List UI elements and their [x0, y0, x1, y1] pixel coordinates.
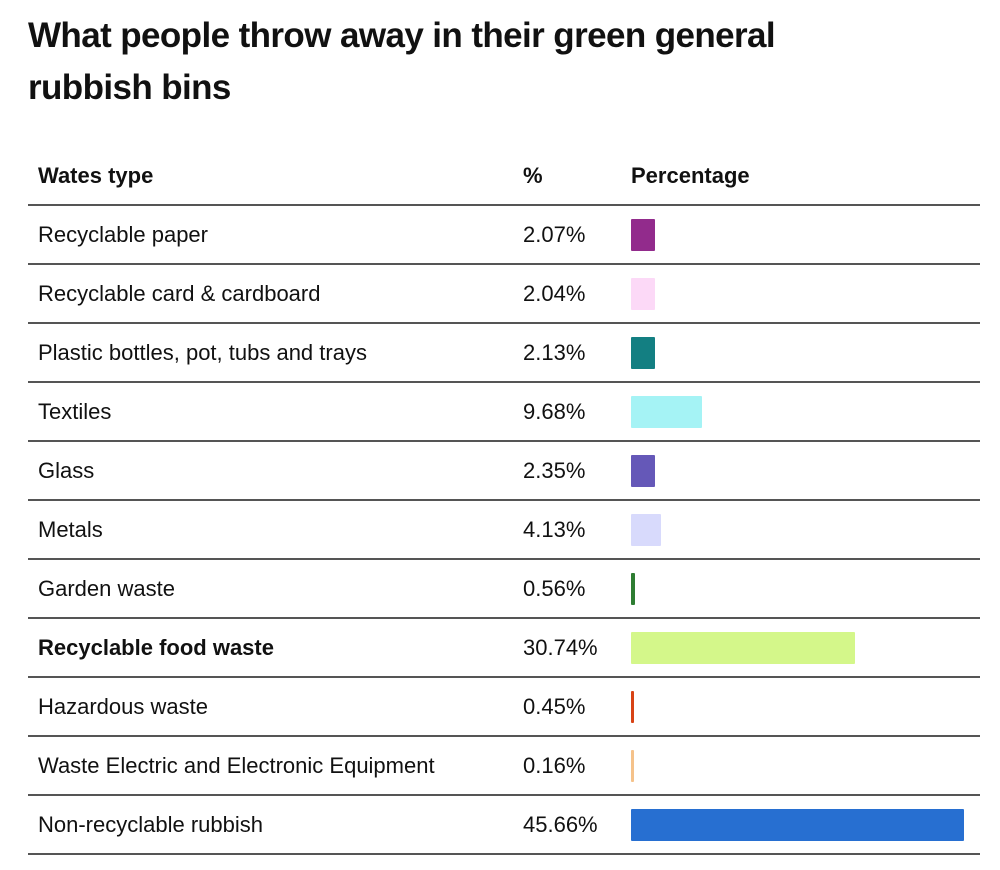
waste-type-label: Waste Electric and Electronic Equipment	[28, 736, 523, 796]
waste-type-label: Garden waste	[28, 559, 523, 619]
waste-type-label: Plastic bottles, pot, tubs and trays	[28, 323, 523, 383]
header-percentage-bar: Percentage	[631, 148, 980, 206]
table-row: Non-recyclable rubbish 45.66%	[28, 795, 980, 855]
percentage-bar-cell	[631, 500, 980, 560]
percentage-bar-cell	[631, 677, 980, 737]
waste-type-label: Non-recyclable rubbish	[28, 795, 523, 855]
percentage-bar-cell	[631, 205, 980, 265]
percent-value: 0.16%	[523, 736, 631, 796]
percentage-bar	[631, 277, 655, 310]
percentage-bar	[631, 513, 662, 546]
percent-value: 4.13%	[523, 500, 631, 560]
percentage-bar-cell	[631, 382, 980, 442]
percentage-bar-cell	[631, 795, 980, 855]
percent-value: 2.35%	[523, 441, 631, 501]
waste-table: Wates type % Percentage Recyclable paper…	[28, 148, 980, 855]
header-row: Wates type % Percentage	[28, 148, 980, 206]
header-percent: %	[523, 148, 631, 206]
waste-type-label: Recyclable paper	[28, 205, 523, 265]
table-row: Hazardous waste 0.45%	[28, 677, 980, 737]
percentage-bar-cell	[631, 264, 980, 324]
waste-type-label: Textiles	[28, 382, 523, 442]
waste-type-label: Hazardous waste	[28, 677, 523, 737]
percentage-bar	[631, 749, 634, 782]
waste-type-label: Recyclable card & cardboard	[28, 264, 523, 324]
percent-value: 45.66%	[523, 795, 631, 855]
percentage-bar-cell	[631, 323, 980, 383]
table-row: Garden waste 0.56%	[28, 559, 980, 619]
percentage-bar	[631, 336, 655, 369]
percentage-bar-cell	[631, 559, 980, 619]
percentage-bar	[631, 395, 702, 428]
percentage-bar	[631, 631, 856, 664]
percentage-bar-cell	[631, 618, 980, 678]
table-row: Metals 4.13%	[28, 500, 980, 560]
percentage-bar	[631, 572, 636, 605]
percent-value: 2.07%	[523, 205, 631, 265]
percent-value: 0.56%	[523, 559, 631, 619]
percentage-bar	[631, 218, 655, 251]
table-row: Recyclable food waste 30.74%	[28, 618, 980, 678]
table-row: Recyclable card & cardboard 2.04%	[28, 264, 980, 324]
header-waste-type: Wates type	[28, 148, 523, 206]
table-row: Waste Electric and Electronic Equipment 0…	[28, 736, 980, 796]
percent-value: 30.74%	[523, 618, 631, 678]
percentage-bar-cell	[631, 441, 980, 501]
percentage-bar	[631, 808, 964, 841]
chart-title: What people throw away in their green ge…	[28, 16, 776, 107]
table-row: Plastic bottles, pot, tubs and trays 2.13…	[28, 323, 980, 383]
percentage-bar-cell	[631, 736, 980, 796]
waste-type-label: Recyclable food waste	[28, 618, 523, 678]
percentage-bar	[631, 454, 655, 487]
table-row: Textiles 9.68%	[28, 382, 980, 442]
waste-type-label: Metals	[28, 500, 523, 560]
waste-type-label: Glass	[28, 441, 523, 501]
percent-value: 9.68%	[523, 382, 631, 442]
table-row: Recyclable paper 2.07%	[28, 205, 980, 265]
percent-value: 0.45%	[523, 677, 631, 737]
table-row: Glass 2.35%	[28, 441, 980, 501]
percent-value: 2.13%	[523, 323, 631, 383]
percent-value: 2.04%	[523, 264, 631, 324]
percentage-bar	[631, 690, 635, 723]
